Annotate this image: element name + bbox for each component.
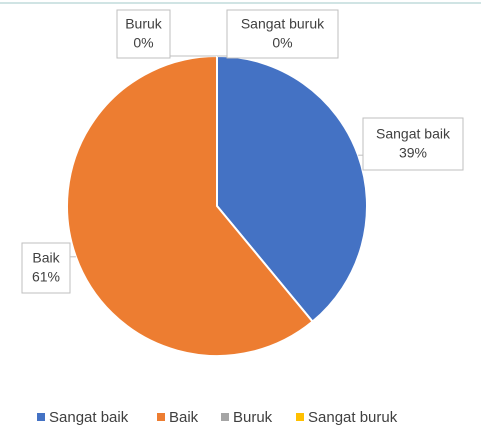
- label-value: 0%: [272, 35, 292, 51]
- label-value: 0%: [133, 35, 153, 51]
- label-value: 61%: [32, 269, 60, 285]
- label-value: 39%: [399, 145, 427, 161]
- label-category: Baik: [32, 250, 60, 266]
- legend-label: Baik: [169, 409, 199, 426]
- label-category: Buruk: [125, 16, 163, 32]
- slice: [66, 54, 315, 357]
- label-box: [226, 9, 339, 59]
- legend-swatch: [221, 413, 229, 421]
- label-box: [362, 117, 464, 171]
- label-category: Sangat buruk: [241, 16, 325, 32]
- label-category: Sangat baik: [376, 126, 451, 142]
- legend-label: Sangat buruk: [308, 409, 398, 426]
- legend-swatch: [296, 413, 304, 421]
- slice: [216, 54, 368, 323]
- legend-label: Sangat baik: [49, 409, 129, 426]
- legend-swatch: [37, 413, 45, 421]
- label-box: [21, 242, 71, 294]
- legend-label: Buruk: [233, 409, 273, 426]
- legend-swatch: [157, 413, 165, 421]
- label-box: [116, 9, 171, 59]
